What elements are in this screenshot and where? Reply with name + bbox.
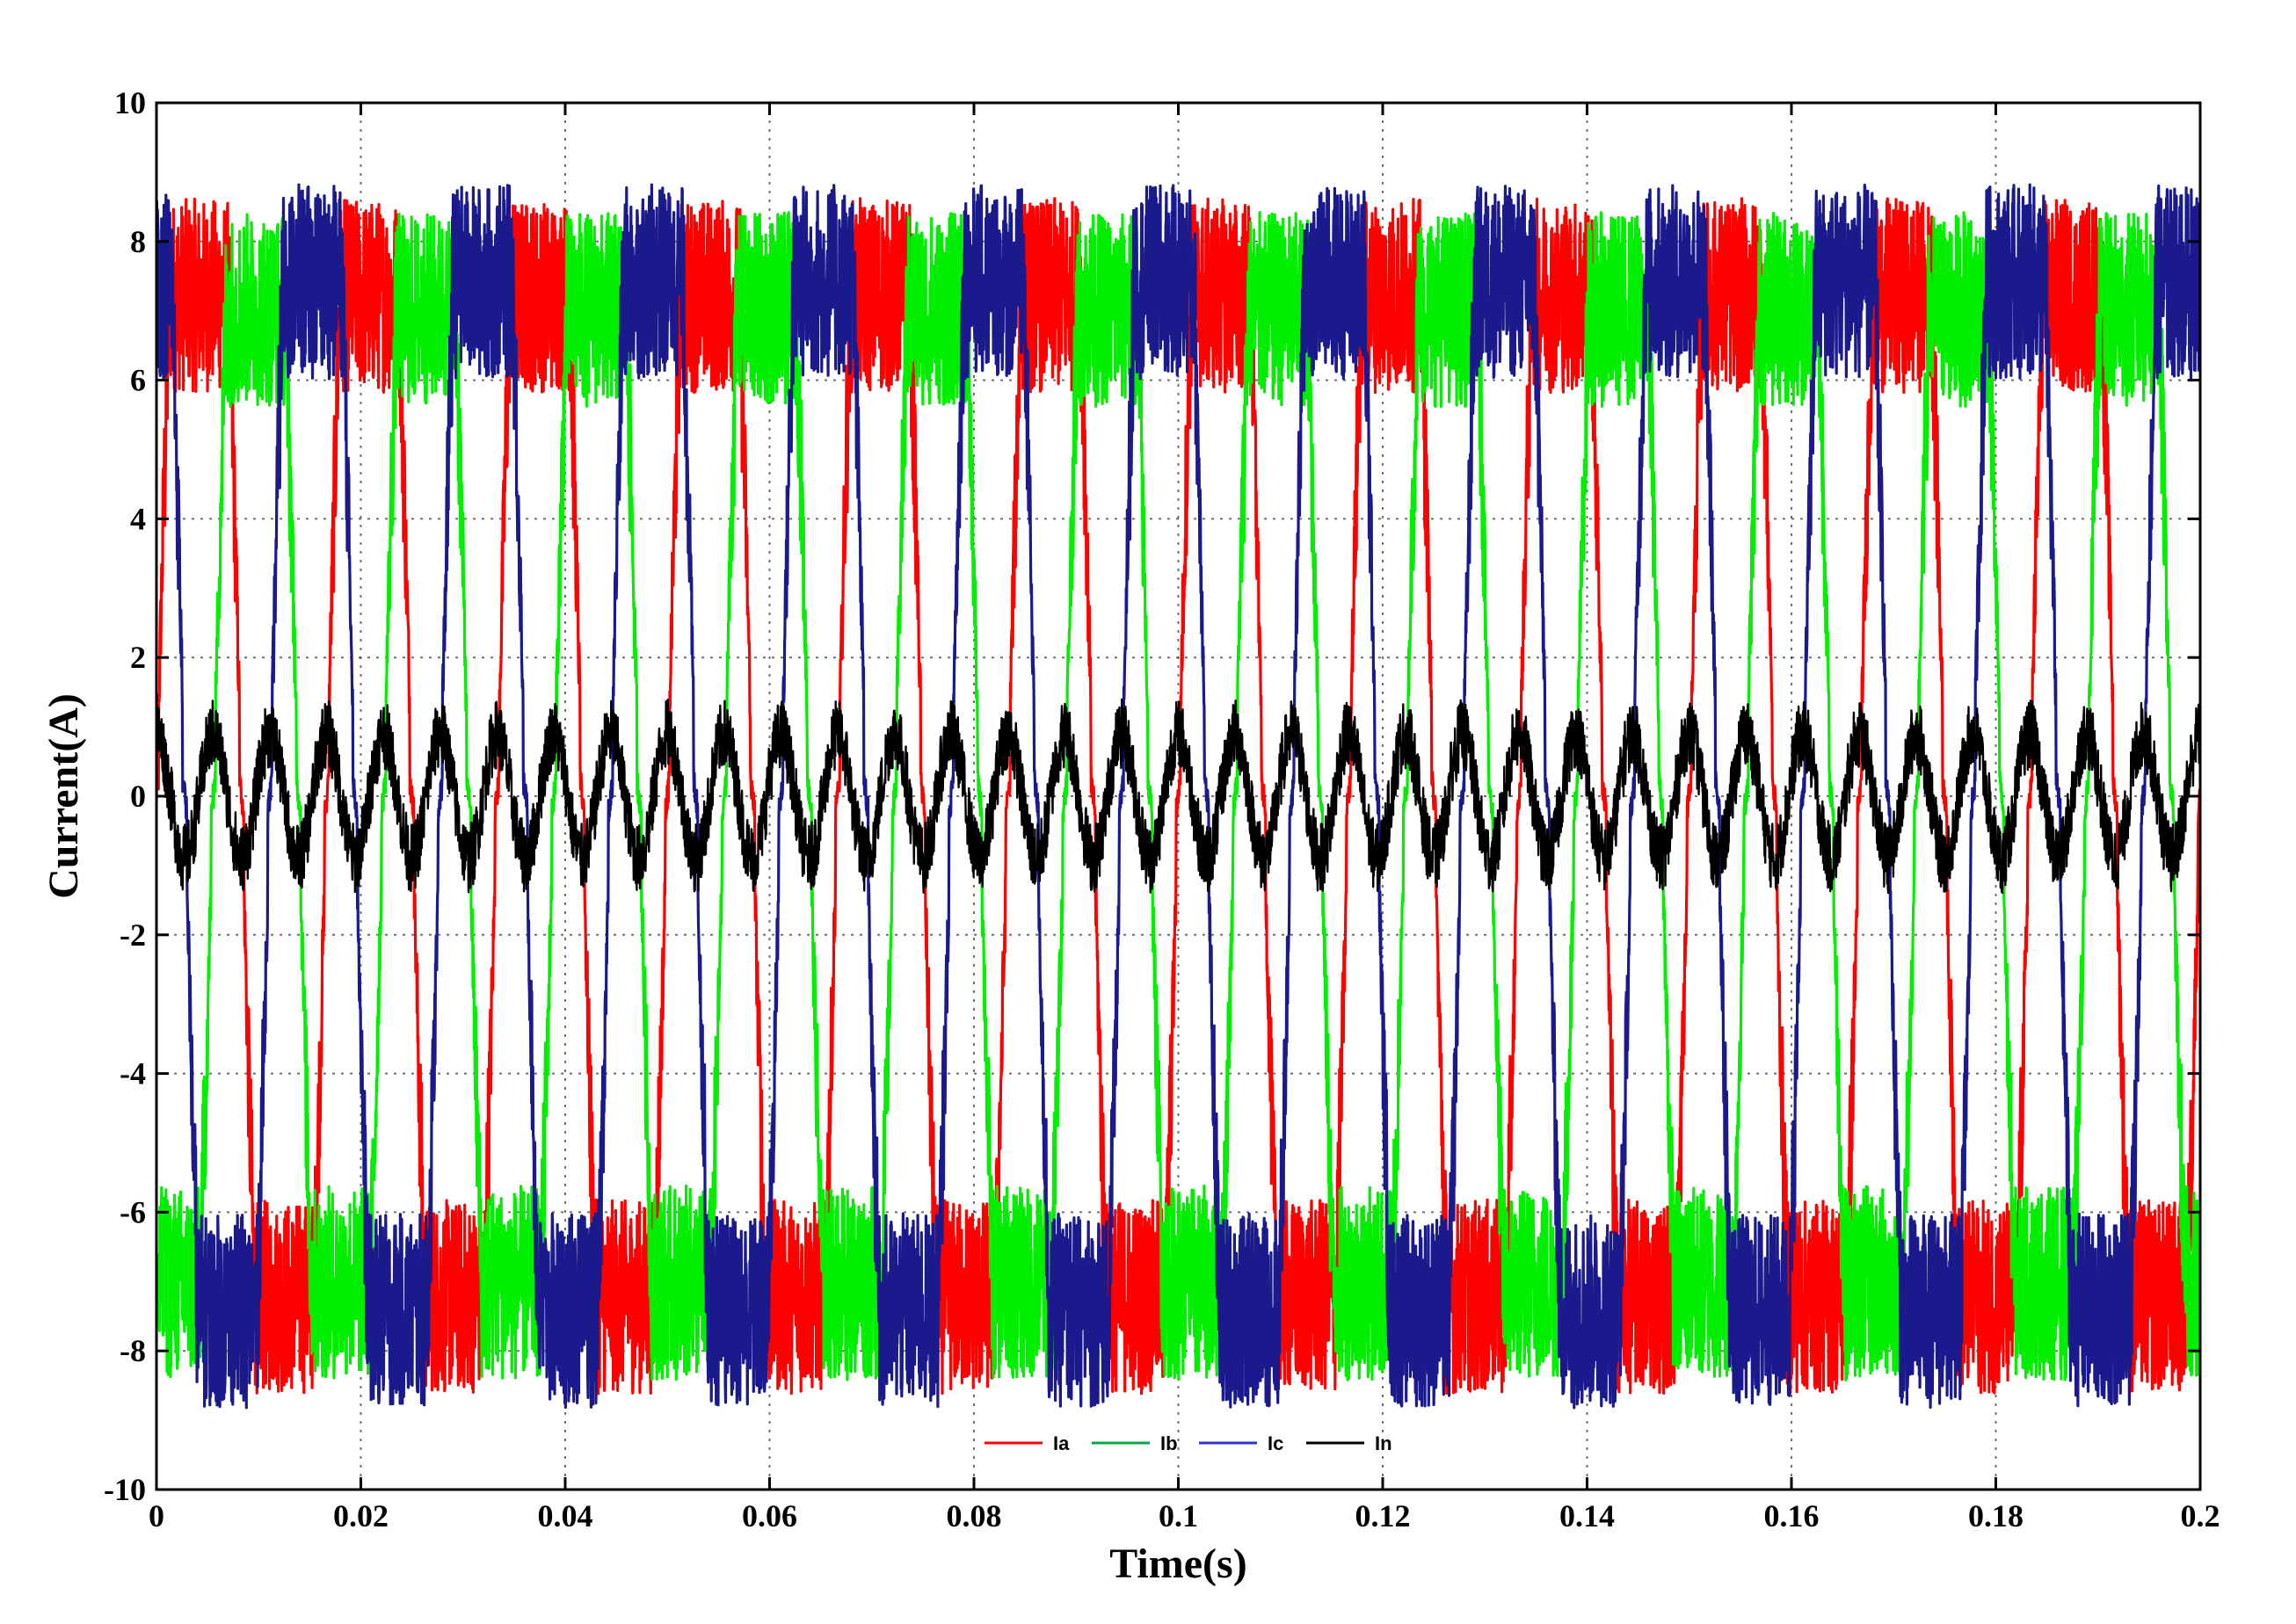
y-tick-label: -6 (120, 1194, 146, 1229)
legend-label-ia: Ia (1053, 1432, 1070, 1454)
x-tick-label: 0.12 (1355, 1498, 1411, 1533)
x-tick-label: 0.02 (333, 1498, 389, 1533)
series-line-in (156, 698, 2200, 895)
y-tick-label: 6 (130, 363, 146, 398)
y-tick-labels: 10 8 6 4 2 0 -2 -4 -6 -8 -10 (104, 85, 146, 1507)
x-tick-label: 0.14 (1559, 1498, 1615, 1533)
x-tick-label: 0.2 (2181, 1498, 2220, 1533)
y-tick-label: 0 (130, 779, 146, 814)
legend: Ia Ib Ic In (985, 1432, 1392, 1454)
series-line-ia (156, 197, 2200, 1396)
y-axis-title: Current(A) (40, 693, 87, 899)
legend-label-ib: Ib (1160, 1432, 1178, 1454)
y-tick-label: -2 (120, 917, 146, 953)
x-tick-label: 0.08 (947, 1498, 1002, 1533)
x-tick-label: 0.04 (538, 1498, 593, 1533)
y-tick-label: 10 (114, 85, 146, 120)
x-axis-title: Time(s) (1109, 1541, 1246, 1587)
x-tick-label: 0.1 (1159, 1498, 1198, 1533)
series-line-ic (156, 183, 2200, 1410)
y-tick-label: -4 (120, 1056, 146, 1091)
series-layer (156, 183, 2200, 1410)
x-tick-label: 0.18 (1968, 1498, 2024, 1533)
x-tick-label: 0.16 (1764, 1498, 1820, 1533)
y-tick-label: -8 (120, 1333, 146, 1368)
x-tick-label: 0 (149, 1498, 164, 1533)
y-tick-label: 4 (130, 501, 146, 536)
x-tick-labels: 0 0.02 0.04 0.06 0.08 0.1 0.12 0.14 0.16 0.18 0.2 (149, 1498, 2220, 1533)
legend-label-in: In (1375, 1432, 1392, 1454)
legend-label-ic: Ic (1268, 1432, 1283, 1454)
ticks (155, 101, 2202, 1491)
y-tick-label: 8 (130, 224, 146, 259)
y-tick-label: 2 (130, 640, 146, 675)
y-tick-label: -10 (104, 1472, 146, 1507)
x-tick-label: 0.06 (742, 1498, 797, 1533)
series-line-ib (156, 211, 2200, 1381)
